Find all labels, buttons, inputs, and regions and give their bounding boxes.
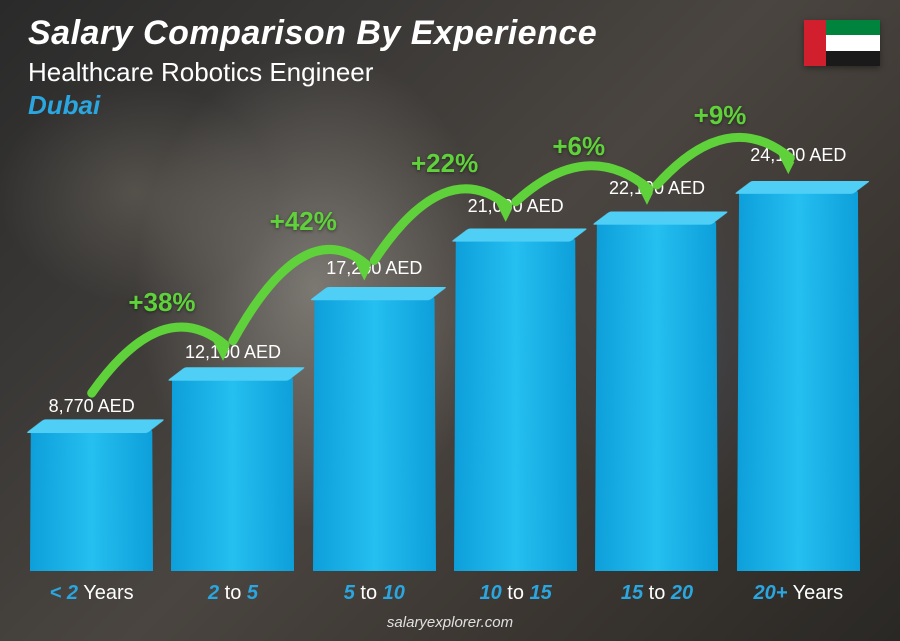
bar	[313, 296, 436, 571]
x-axis: < 2 Years2 to 55 to 1010 to 1515 to 2020…	[30, 582, 860, 605]
bar-group: 12,100 AED	[171, 342, 294, 571]
bar-value-label: 22,100 AED	[609, 178, 705, 199]
x-axis-category: 2 to 5	[171, 582, 294, 605]
bar-front-face	[30, 429, 153, 571]
x-axis-category: < 2 Years	[30, 582, 153, 605]
bar-top-face	[592, 212, 729, 225]
pct-increase-label: +22%	[411, 148, 478, 179]
pct-increase-label: +38%	[128, 287, 195, 318]
bar-top-face	[167, 367, 306, 380]
bar-value-label: 21,000 AED	[468, 196, 564, 217]
bar-top-face	[734, 181, 871, 194]
bar-front-face	[313, 296, 436, 571]
bar	[30, 429, 153, 571]
cat-sep: to	[219, 582, 247, 604]
bar-group: 17,200 AED	[313, 258, 436, 571]
bar-front-face	[171, 377, 294, 571]
bar-group: 8,770 AED	[30, 396, 153, 571]
cat-suffix: Years	[78, 582, 134, 604]
cat-sep: to	[502, 582, 530, 604]
bar-value-label: 24,100 AED	[750, 145, 846, 166]
flag-red-band	[804, 20, 826, 66]
bar-group: 22,100 AED	[595, 178, 718, 571]
bar-front-face	[595, 221, 718, 571]
bar	[737, 190, 860, 571]
cat-from: 5	[344, 582, 355, 604]
bar-value-label: 17,200 AED	[326, 258, 422, 279]
cat-to: 5	[247, 582, 258, 604]
cat-main: < 2	[50, 582, 78, 604]
cat-sep: to	[643, 582, 671, 604]
cat-suffix: Years	[787, 582, 843, 604]
cat-to: 15	[530, 582, 552, 604]
cat-sep: to	[355, 582, 383, 604]
pct-increase-label: +6%	[552, 131, 605, 162]
cat-main: 20+	[754, 582, 788, 604]
x-axis-category: 5 to 10	[313, 582, 436, 605]
x-axis-category: 10 to 15	[454, 582, 577, 605]
chart-area: 8,770 AED 12,100 AED 17,200 AED 21,000 AED 2…	[30, 101, 860, 571]
bar-front-face	[454, 238, 577, 571]
bar	[171, 377, 294, 571]
bar-value-label: 8,770 AED	[49, 396, 135, 417]
bar-group: 24,100 AED	[737, 145, 860, 571]
bar-front-face	[737, 190, 860, 571]
subtitle: Healthcare Robotics Engineer	[28, 57, 597, 88]
cat-to: 10	[383, 582, 405, 604]
bar-top-face	[26, 419, 165, 433]
cat-from: 10	[480, 582, 502, 604]
bar-value-label: 12,100 AED	[185, 342, 281, 363]
uae-flag-icon	[804, 20, 880, 66]
x-axis-category: 15 to 20	[595, 582, 718, 605]
pct-increase-label: +9%	[694, 100, 747, 131]
pct-increase-label: +42%	[270, 206, 337, 237]
page-title: Salary Comparison By Experience	[28, 14, 597, 53]
cat-from: 2	[208, 582, 219, 604]
cat-to: 20	[671, 582, 693, 604]
bar	[454, 238, 577, 571]
bar-top-face	[309, 287, 447, 300]
cat-from: 15	[621, 582, 643, 604]
bar-top-face	[451, 228, 588, 241]
x-axis-category: 20+ Years	[737, 582, 860, 605]
bar-group: 21,000 AED	[454, 196, 577, 571]
bar	[595, 221, 718, 571]
footer-credit: salaryexplorer.com	[0, 614, 900, 631]
